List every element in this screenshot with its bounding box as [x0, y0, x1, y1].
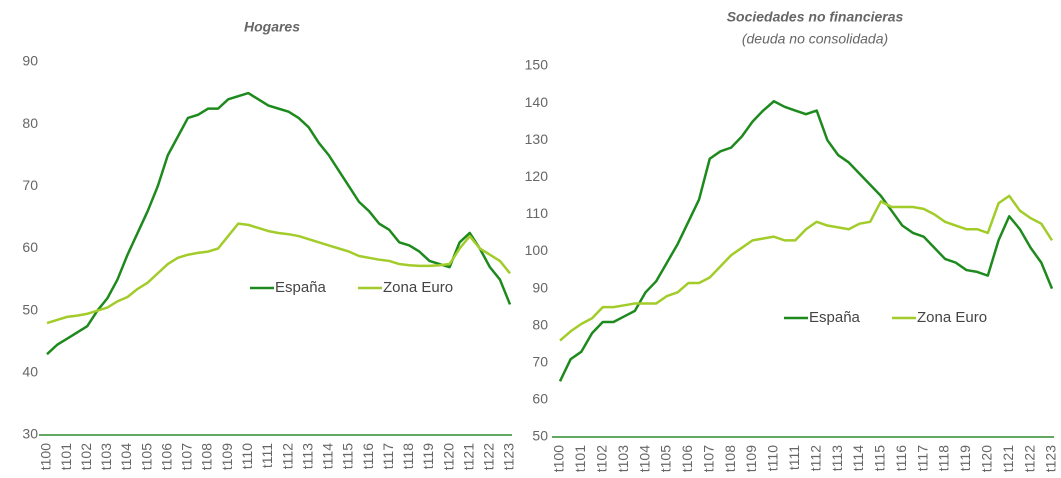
x-tick-label: t121 — [460, 443, 476, 470]
x-tick-label: t110 — [239, 443, 255, 469]
x-tick-label: t120 — [440, 443, 456, 470]
x-tick-label: t117 — [380, 443, 396, 469]
x-tick-label: t115 — [340, 443, 356, 469]
x-tick-label: t105 — [138, 443, 154, 470]
y-tick-label: 130 — [525, 131, 549, 147]
x-tick-label: t102 — [78, 443, 94, 470]
x-tick-label: t120 — [979, 445, 995, 472]
x-tick-label: t107 — [179, 443, 195, 470]
legend-label: España — [809, 309, 861, 326]
x-tick-label: t104 — [636, 445, 652, 472]
series-line — [46, 222, 511, 325]
legend-label: Zona Euro — [917, 309, 987, 326]
legend-label: España — [275, 279, 327, 296]
x-tick-label: t101 — [572, 445, 588, 472]
x-tick-label: t101 — [58, 443, 74, 470]
x-tick-label: t113 — [829, 445, 845, 471]
series-line — [46, 91, 512, 356]
y-tick-label: 80 — [532, 316, 548, 332]
y-tick-label: 70 — [22, 177, 38, 193]
y-tick-label: 140 — [525, 94, 549, 110]
y-tick-label: 60 — [22, 239, 38, 255]
y-tick-label: 90 — [532, 279, 548, 295]
x-tick-label: t106 — [158, 443, 174, 470]
x-tick-label: t100 — [551, 445, 567, 472]
chart-subtitle: (deuda no consolidada) — [742, 31, 888, 47]
x-tick-label: t111 — [786, 445, 802, 470]
x-tick-label: t103 — [615, 445, 631, 472]
legend-label: Zona Euro — [383, 279, 453, 296]
y-tick-label: 60 — [532, 391, 548, 407]
x-tick-label: t123 — [501, 443, 517, 470]
x-tick-label: t113 — [299, 443, 315, 469]
x-tick-label: t119 — [420, 443, 436, 469]
x-tick-label: t106 — [679, 445, 695, 472]
x-tick-label: t122 — [1021, 445, 1037, 472]
x-tick-label: t122 — [481, 443, 497, 470]
x-tick-label: t109 — [219, 443, 235, 470]
x-tick-label: t102 — [593, 445, 609, 472]
chart-title: Sociedades no financieras — [727, 9, 904, 25]
x-tick-label: t118 — [936, 445, 952, 471]
y-tick-label: 80 — [22, 115, 38, 131]
x-tick-label: t114 — [850, 445, 866, 471]
x-tick-label: t123 — [1043, 445, 1059, 472]
y-tick-label: 150 — [525, 57, 549, 73]
x-tick-label: t118 — [400, 443, 416, 469]
y-tick-label: 50 — [532, 428, 548, 444]
x-tick-label: t100 — [38, 443, 54, 470]
x-tick-label: t121 — [1000, 445, 1016, 472]
x-tick-label: t114 — [320, 443, 336, 469]
y-tick-label: 90 — [22, 53, 38, 69]
y-tick-label: 100 — [525, 242, 549, 258]
x-tick-label: t116 — [893, 445, 909, 471]
series-line — [559, 194, 1054, 342]
x-tick-label: t111 — [259, 443, 275, 468]
series-line — [558, 100, 1054, 382]
y-tick-label: 70 — [532, 354, 548, 370]
x-tick-label: t112 — [279, 443, 295, 469]
x-tick-label: t103 — [98, 443, 114, 470]
y-tick-label: 110 — [526, 205, 549, 221]
x-tick-label: t107 — [700, 445, 716, 472]
y-tick-label: 50 — [22, 301, 38, 317]
x-tick-label: t115 — [872, 445, 888, 471]
y-tick-label: 40 — [22, 364, 38, 380]
x-tick-label: t116 — [360, 443, 376, 469]
y-tick-label: 30 — [22, 426, 38, 442]
chart-title: Hogares — [244, 19, 300, 35]
x-tick-label: t105 — [658, 445, 674, 472]
x-tick-label: t119 — [957, 445, 973, 471]
y-tick-label: 120 — [525, 168, 549, 184]
x-tick-label: t109 — [743, 445, 759, 472]
x-tick-label: t108 — [722, 445, 738, 472]
x-tick-label: t110 — [765, 445, 781, 471]
x-tick-label: t112 — [807, 445, 823, 471]
x-tick-label: t104 — [118, 443, 134, 470]
x-tick-label: t117 — [914, 445, 930, 471]
x-tick-label: t108 — [199, 443, 215, 470]
